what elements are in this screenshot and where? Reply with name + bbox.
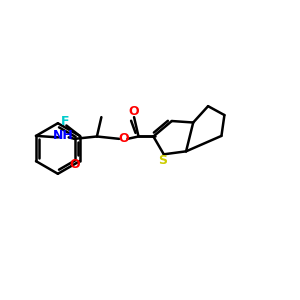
Text: NH: NH — [53, 129, 74, 142]
Text: F: F — [61, 116, 69, 128]
Text: O: O — [69, 158, 80, 171]
Text: O: O — [118, 132, 129, 146]
Text: O: O — [129, 105, 140, 118]
Text: S: S — [158, 154, 167, 167]
